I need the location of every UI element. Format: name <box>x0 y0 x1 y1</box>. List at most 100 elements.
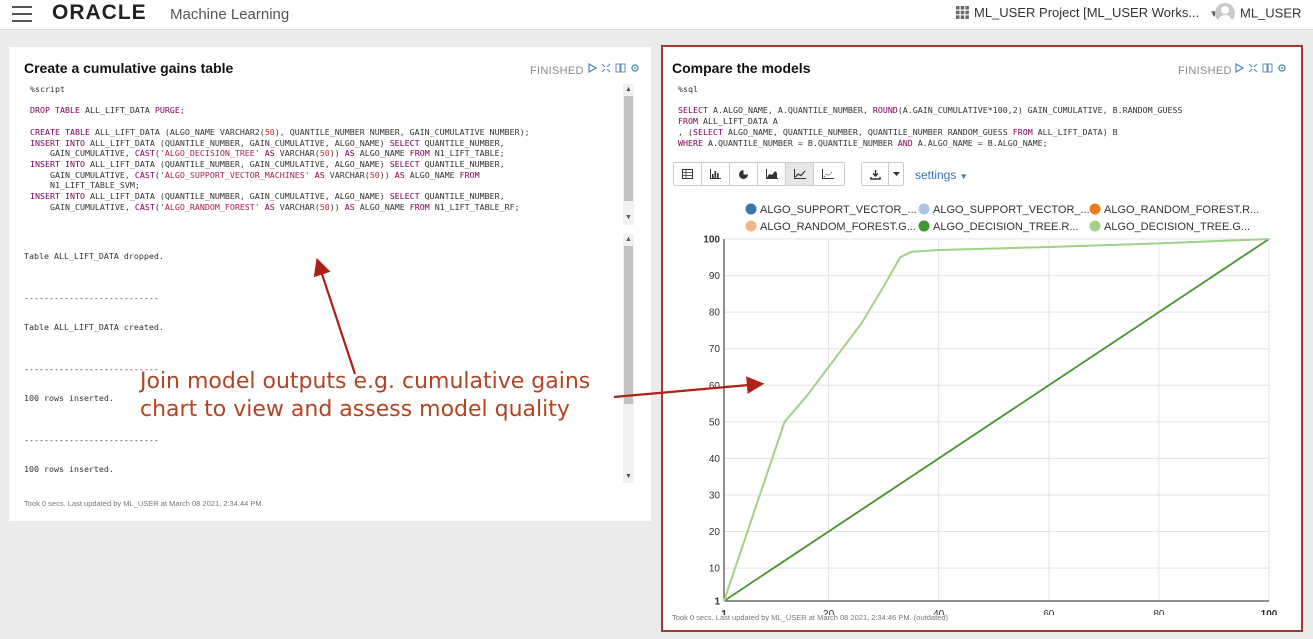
x-tick-label: 20 <box>823 609 835 615</box>
annotation-line: Join model outputs e.g. cumulative gains <box>140 369 591 394</box>
legend-label: ALGO_SUPPORT_VECTOR_... <box>933 204 1090 216</box>
code-line: INSERT INTO ALL_LIFT_DATA (QUANTILE_NUMB… <box>30 191 505 202</box>
bar-chart-button[interactable] <box>702 163 730 185</box>
grid-icon <box>956 6 969 19</box>
legend-marker <box>1089 220 1101 232</box>
code-line: %script <box>30 84 65 94</box>
y-tick-label: 100 <box>703 235 720 246</box>
x-tick-label: 40 <box>933 609 945 615</box>
output-line: 100 rows inserted. <box>24 393 114 403</box>
chart-type-toolbar <box>673 162 845 186</box>
code-line: GAIN_CUMULATIVE, CAST('ALGO_SUPPORT_VECT… <box>30 169 480 180</box>
x-tick-label: 60 <box>1043 609 1055 615</box>
code-line: DROP TABLE ALL_LIFT_DATA PURGE; <box>30 105 185 116</box>
scroll-down-icon[interactable]: ▼ <box>625 473 632 480</box>
legend-marker <box>745 220 757 232</box>
legend-marker <box>918 203 930 215</box>
legend-label: ALGO_DECISION_TREE.G... <box>1104 221 1250 233</box>
download-options-button[interactable] <box>889 163 903 185</box>
code-line: WHERE A.QUANTILE_NUMBER = B.QUANTILE_NUM… <box>678 137 1048 148</box>
paragraph-footer: Took 0 secs. Last updated by ML_USER at … <box>672 613 948 622</box>
code-editor[interactable]: %script DROP TABLE ALL_LIFT_DATA PURGE; … <box>30 84 620 231</box>
caret-down-icon <box>892 171 900 176</box>
paragraph-footer: Took 0 secs. Last updated by ML_USER at … <box>24 499 264 508</box>
area-chart-button[interactable] <box>758 163 786 185</box>
scroll-up-icon[interactable]: ▲ <box>625 86 632 93</box>
oracle-logo: ORACLE <box>52 1 147 24</box>
y-tick-label: 70 <box>709 344 721 355</box>
code-line: SELECT A.ALGO_NAME, A.QUANTILE_NUMBER, R… <box>678 105 1183 116</box>
code-line: GAIN_CUMULATIVE, CAST('ALGO_DECISION_TRE… <box>30 148 505 159</box>
scatter-chart-icon <box>822 169 834 179</box>
y-tick-label: 60 <box>709 381 721 392</box>
download-button[interactable] <box>862 163 890 185</box>
table-icon <box>682 169 693 179</box>
run-icon[interactable] <box>588 62 598 76</box>
output-line: Table ALL_LIFT_DATA created. <box>24 322 164 332</box>
legend-label: ALGO_RANDOM_FOREST.R... <box>1104 204 1259 216</box>
scroll-thumb[interactable] <box>624 246 633 404</box>
code-line <box>30 116 620 127</box>
paragraph-compare-models: Compare the models FINISHED %sql SELECT … <box>661 45 1303 632</box>
legend-label: ALGO_SUPPORT_VECTOR_... <box>760 204 917 216</box>
collapse-icon[interactable] <box>1248 63 1258 76</box>
pie-chart-button[interactable] <box>730 163 758 185</box>
output-scrollbar[interactable]: ▲ ▼ <box>623 234 634 483</box>
x-tick-label: 80 <box>1153 609 1165 615</box>
scroll-down-icon[interactable]: ▼ <box>625 214 632 221</box>
avatar <box>1215 3 1235 23</box>
code-editor[interactable]: %sql SELECT A.ALGO_NAME, A.QUANTILE_NUMB… <box>678 84 1298 156</box>
menu-icon[interactable] <box>12 6 32 22</box>
editor-scrollbar[interactable]: ▲ ▼ <box>623 84 634 225</box>
output-separator: --------------------------- <box>24 364 159 374</box>
top-bar: ORACLE Machine Learning ML_USER Project … <box>0 0 1313 30</box>
code-line: FROM ALL_LIFT_DATA A <box>678 116 778 127</box>
chart-settings-link[interactable]: settings ▼ <box>915 168 968 182</box>
y-tick-label: 10 <box>709 564 721 575</box>
paragraph-controls <box>1231 62 1287 76</box>
x-tick-label: 100 <box>1261 609 1278 615</box>
status-badge: FINISHED <box>1178 65 1232 77</box>
legend-label: ALGO_DECISION_TREE.R... <box>933 221 1078 233</box>
scroll-up-icon[interactable]: ▲ <box>625 236 632 243</box>
paragraph-controls <box>584 62 640 76</box>
code-line: , (SELECT ALGO_NAME, QUANTILE_NUMBER, QU… <box>678 126 1118 137</box>
line-chart-button[interactable] <box>786 163 814 185</box>
output-separator: --------------------------- <box>24 435 159 445</box>
code-line: N1_LIFT_TABLE_SVM; <box>30 180 140 191</box>
user-menu[interactable]: ML_USER <box>1215 3 1301 23</box>
code-line: INSERT INTO ALL_LIFT_DATA (QUANTILE_NUMB… <box>30 158 505 169</box>
y-tick-label: 20 <box>709 527 721 538</box>
paragraph-create-gains-table: Create a cumulative gains table FINISHED… <box>9 47 651 521</box>
settings-label: settings <box>915 168 957 182</box>
line-chart-icon <box>793 169 806 179</box>
project-selector[interactable]: ML_USER Project [ML_USER Works... ▼ <box>956 5 1219 20</box>
gear-icon[interactable] <box>1277 63 1287 76</box>
code-line: INSERT INTO ALL_LIFT_DATA (QUANTILE_NUMB… <box>30 137 505 148</box>
run-icon[interactable] <box>1235 62 1245 76</box>
output-separator: --------------------------- <box>24 293 159 303</box>
download-icon <box>869 169 881 180</box>
series-line <box>723 238 1270 602</box>
scroll-thumb[interactable] <box>624 96 633 201</box>
paragraph-title: Compare the models <box>672 60 811 76</box>
download-toolbar <box>861 162 904 186</box>
y-tick-label: 40 <box>709 454 721 465</box>
book-icon[interactable] <box>1262 63 1273 76</box>
gear-icon[interactable] <box>630 63 640 76</box>
bar-chart-icon <box>710 169 721 179</box>
annotation-callout: Join model outputs e.g. cumulative gains… <box>140 368 590 424</box>
code-line: %sql <box>678 84 698 94</box>
user-name: ML_USER <box>1240 5 1302 21</box>
output-line: 100 rows inserted. <box>24 464 114 474</box>
collapse-icon[interactable] <box>601 63 611 76</box>
status-badge: FINISHED <box>530 65 584 77</box>
y-tick-label: 50 <box>709 417 721 428</box>
legend-marker <box>918 220 930 232</box>
caret-down-icon: ▼ <box>1209 9 1220 20</box>
app-name: Machine Learning <box>170 6 290 23</box>
paragraph-title: Create a cumulative gains table <box>24 60 234 76</box>
book-icon[interactable] <box>615 63 626 76</box>
scatter-chart-button[interactable] <box>814 163 842 185</box>
table-view-button[interactable] <box>674 163 702 185</box>
